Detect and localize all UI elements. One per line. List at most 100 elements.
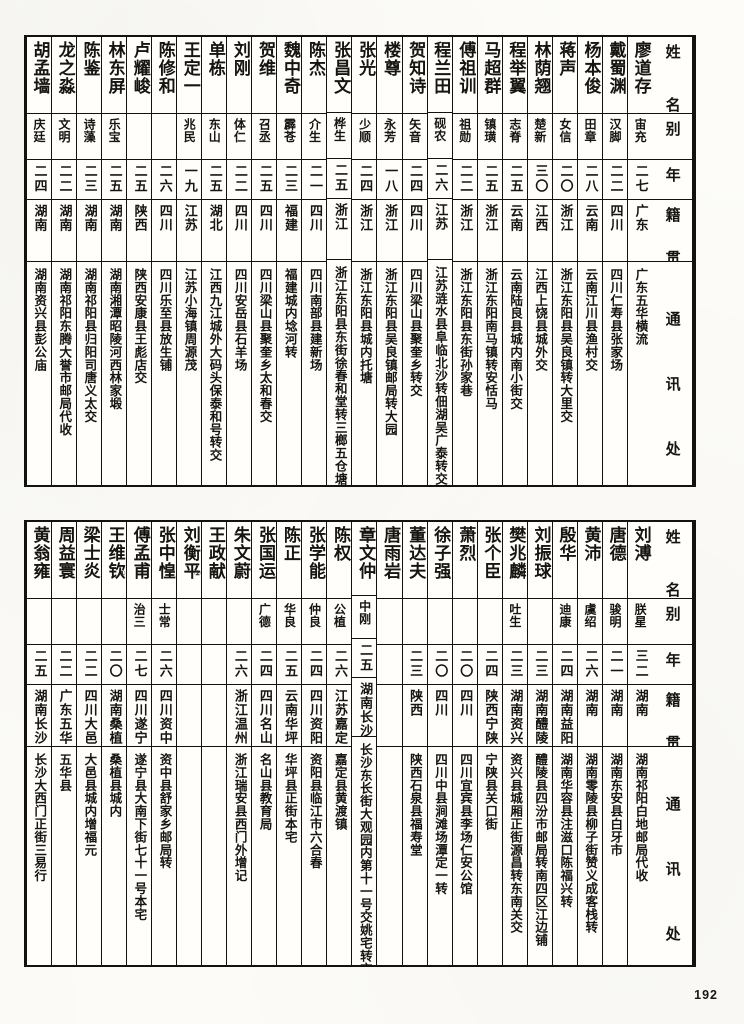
row-header-column: 姓 名 别 号 年 龄 籍 贯 通 讯 处	[652, 522, 694, 965]
record-origin: 浙江	[452, 199, 477, 261]
record-name: 陈权	[327, 522, 351, 598]
row-header-alias: 别 号	[652, 598, 692, 644]
record-name: 樊兆麟	[503, 522, 527, 598]
record-alias-text: 乐宝	[107, 118, 122, 143]
record-origin: 四川	[427, 684, 452, 746]
record-origin-text: 福建	[281, 204, 297, 232]
record-name: 黄沛	[578, 522, 602, 598]
record-alias-text: 女信	[557, 118, 572, 143]
record-origin: 湖南益阳	[552, 684, 577, 746]
record-origin-text: 湖南	[106, 204, 122, 232]
record-alias: 迪康	[552, 598, 577, 644]
row-header-age: 年 龄	[652, 159, 692, 199]
record-age-text: 二三	[281, 164, 297, 194]
record-address: 嘉定县黄渡镇	[327, 746, 352, 965]
record-alias-text: 治三	[132, 603, 147, 628]
record-name-text: 张个臣	[480, 526, 501, 580]
row-header-name: 姓 名	[652, 522, 692, 598]
record-alias-text: 汉脚	[608, 118, 623, 143]
record-address: 资中县舒家乡邮局转	[152, 746, 177, 965]
record-alias	[202, 598, 227, 644]
record-origin-text: 陕西	[407, 689, 423, 717]
roster-record-column: 马超群 镇璜 二五 浙江 浙江东阳南马镇转安恬马	[476, 37, 502, 485]
record-alias-text: 祖勋	[457, 118, 472, 143]
record-age: 二一	[602, 644, 627, 684]
record-age-text: 二三	[532, 649, 548, 679]
record-alias-text: 吐生	[507, 603, 522, 628]
record-address-text: 桑植县城内	[107, 753, 123, 818]
record-age-text: 二五	[332, 163, 348, 194]
record-name-text: 刘溥	[630, 526, 651, 562]
record-name: 徐子强	[428, 522, 452, 598]
record-age: 二〇	[452, 644, 477, 684]
record-name-text: 陈修和	[154, 41, 175, 95]
record-address: 浙江东阳县城内托塘	[352, 261, 377, 485]
record-address: 湖南华容县注滋口陈福兴转	[552, 746, 577, 965]
record-origin-text: 湖南益阳	[557, 689, 573, 745]
record-name: 马超群	[478, 37, 502, 113]
record-origin-text: 云南	[582, 204, 598, 232]
record-age: 二六	[152, 159, 177, 199]
record-age: 二六	[577, 644, 602, 684]
record-age: 二三	[277, 159, 302, 199]
record-alias: 华良	[277, 598, 302, 644]
record-alias-text: 中刚	[357, 599, 372, 625]
record-address: 江西上饶县城外交	[527, 261, 552, 485]
record-address: 江西九江城外大码头保泰和号转交	[202, 261, 227, 485]
record-age: 一九	[177, 159, 202, 199]
record-alias-text: 诗藻	[82, 118, 97, 143]
record-origin-text: 湖南	[582, 689, 598, 717]
row-header-alias-label: 别 号	[663, 121, 682, 159]
record-alias	[127, 113, 152, 159]
record-origin: 四川大邑	[76, 684, 101, 746]
record-alias	[477, 598, 502, 644]
record-name-text: 章文仲	[355, 526, 376, 580]
record-address-text: 湖南零陵县柳子街赞义成客栈转	[583, 753, 599, 934]
record-origin: 湖南醴陵	[527, 684, 552, 746]
record-name-text: 樊兆麟	[505, 526, 526, 580]
roster-record-column: 傅孟甫 治三 二七 四川遂宁 遂宁县大南下街七十一号本宅	[126, 522, 152, 965]
record-address: 浙江东阳南马镇转安恬马	[477, 261, 502, 485]
record-name-text: 胡孟墙	[29, 41, 50, 95]
record-name-text: 蒋声	[555, 41, 576, 77]
record-address-text: 浙江东阳县东街孙家巷	[458, 268, 474, 397]
record-name: 贺维	[252, 37, 276, 113]
record-address: 湖南湘潭昭陵河西林家塅	[101, 261, 127, 485]
record-origin-text: 湖南长沙	[31, 689, 47, 745]
record-origin: 湖南长沙	[352, 676, 377, 736]
record-name-text: 唐德	[605, 526, 626, 562]
record-origin: 云南华坪	[277, 684, 302, 746]
record-age-text: 二四	[31, 164, 47, 194]
record-age	[377, 644, 402, 684]
record-origin: 湖南长沙	[26, 684, 51, 746]
record-alias-text: 东山	[207, 118, 222, 143]
record-name-text: 张光	[355, 41, 376, 77]
record-alias: 矢音	[402, 113, 427, 159]
record-origin: 浙江	[477, 199, 502, 261]
row-header-age-label: 年 龄	[663, 652, 682, 684]
record-origin: 湖南	[101, 199, 127, 261]
record-age: 二二	[602, 159, 627, 199]
record-alias-text: 霹苍	[282, 118, 297, 143]
record-age-text: 二五	[281, 649, 297, 679]
record-age: 二二	[51, 159, 76, 199]
record-name: 蒋声	[553, 37, 577, 113]
record-origin: 湖南桑植	[101, 684, 127, 746]
record-address: 五华县	[51, 746, 76, 965]
record-address: 长沙东长街大观园内第十一号交姚宅转交	[352, 735, 377, 965]
record-name: 唐德	[603, 522, 627, 598]
roster-record-column: 林荫翘 楚新 三〇 江西 江西上饶县城外交	[526, 37, 552, 485]
record-name: 单栋	[202, 37, 226, 113]
record-age: 二三	[76, 159, 101, 199]
record-alias-text: 朕星	[633, 603, 648, 628]
record-address: 湖南祁阳东腾大誉市邮局代收	[51, 261, 76, 485]
record-age-text: 二二	[56, 649, 72, 679]
record-name-text: 萧烈	[455, 526, 476, 562]
record-address-text: 浙江东阳县东街徐春和堂转三榔五仓塘	[332, 266, 348, 485]
record-alias	[377, 598, 402, 644]
record-origin-text: 江西	[532, 204, 548, 232]
record-alias: 虞绍	[577, 598, 602, 644]
roster-record-column: 陈杰 介生 二一 四川 四川南部县建新场	[301, 37, 327, 485]
record-name-text: 梁士炎	[79, 526, 100, 580]
record-address-text: 福建城内埝河转	[282, 268, 298, 359]
